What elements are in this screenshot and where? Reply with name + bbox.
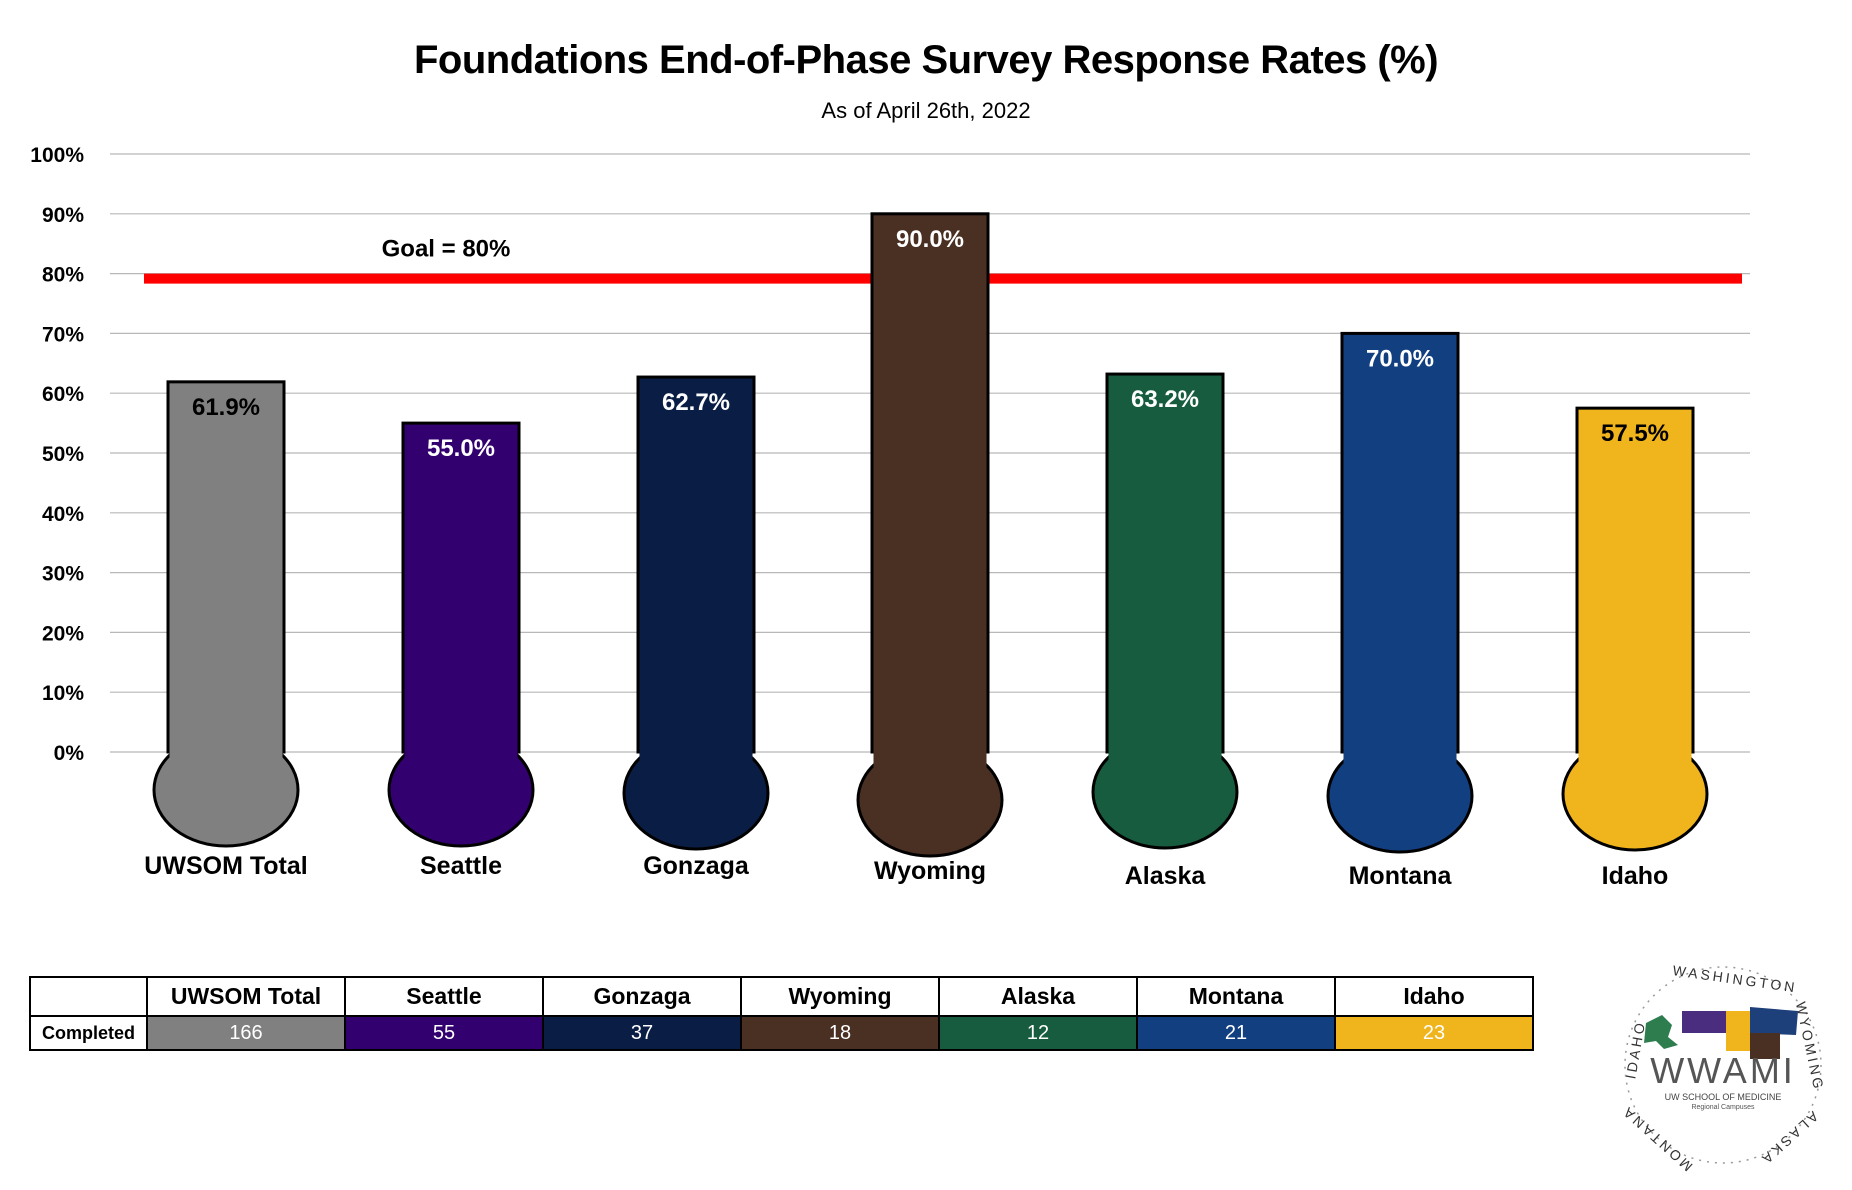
bar-neck-0 [169, 746, 283, 768]
category-label-5: Montana [1349, 862, 1453, 890]
value-label-4: 63.2% [1131, 386, 1199, 413]
value-label-3: 90.0% [896, 226, 964, 253]
table-value-montana: 21 [1136, 1015, 1336, 1051]
value-label-0: 61.9% [192, 394, 260, 421]
bar-neck-3 [873, 746, 987, 768]
table-header-idaho: Idaho [1334, 976, 1534, 1017]
value-label-6: 57.5% [1601, 420, 1669, 447]
table-header-seattle: Seattle [344, 976, 544, 1017]
chart-subtitle: As of April 26th, 2022 [821, 98, 1031, 123]
category-label-0: UWSOM Total [144, 852, 307, 880]
bar-4 [1105, 372, 1225, 754]
logo-ring-icon [1624, 966, 1822, 1164]
logo-subtitle: UW SCHOOL OF MEDICINE [1665, 1092, 1782, 1102]
y-tick-label-40: 40% [42, 503, 84, 526]
logo-ring-idaho: IDAHO [1622, 1019, 1648, 1080]
y-tick-label-10: 10% [42, 682, 84, 705]
bar-1 [401, 421, 521, 754]
y-tick-label-90: 90% [42, 204, 84, 227]
table-header-alaska: Alaska [938, 976, 1138, 1017]
bar-neck-1 [404, 746, 518, 768]
wwami-logo: WWAMI UW SCHOOL OF MEDICINE Regional Cam… [1618, 962, 1828, 1175]
logo-ring-montana: MONTANA [1618, 1103, 1696, 1175]
logo-ring-alaska: ALASKA [1757, 1108, 1822, 1168]
table-row-label: Completed [29, 1015, 148, 1051]
completed-counts-table: UWSOM Total Seattle Gonzaga Wyoming Alas… [29, 976, 1534, 1051]
y-tick-label-20: 20% [42, 622, 84, 645]
category-label-2: Gonzaga [643, 852, 750, 880]
category-label-6: Idaho [1602, 862, 1669, 890]
bar-3 [870, 212, 990, 754]
logo-subtitle-2: Regional Campuses [1691, 1104, 1755, 1111]
y-tick-label-100: 100% [30, 144, 84, 167]
bar-neck-4 [1108, 746, 1222, 768]
category-label-4: Alaska [1125, 862, 1207, 890]
value-label-5: 70.0% [1366, 345, 1434, 372]
y-tick-label-70: 70% [42, 323, 84, 346]
bar-2 [636, 375, 756, 754]
table-value-seattle: 55 [344, 1015, 544, 1051]
table-value-alaska: 12 [938, 1015, 1138, 1051]
table-corner-cell [29, 976, 148, 1017]
y-tick-label-60: 60% [42, 383, 84, 406]
table-header-wyoming: Wyoming [740, 976, 940, 1017]
table-header-uwsom-total: UWSOM Total [146, 976, 346, 1017]
goal-label: Goal = 80% [382, 236, 511, 263]
bar-6 [1575, 406, 1695, 754]
logo-title: WWAMI [1650, 1050, 1796, 1091]
wwami-states-map-icon [1644, 1007, 1798, 1059]
table-value-uwsom-total: 166 [146, 1015, 346, 1051]
value-label-2: 62.7% [662, 389, 730, 416]
bar-neck-6 [1578, 746, 1692, 768]
y-tick-label-80: 80% [42, 264, 84, 287]
table-value-wyoming: 18 [740, 1015, 940, 1051]
bar-0 [166, 380, 286, 754]
y-tick-label-50: 50% [42, 443, 84, 466]
bar-neck-5 [1343, 746, 1457, 768]
table-value-gonzaga: 37 [542, 1015, 742, 1051]
chart-title: Foundations End-of-Phase Survey Response… [413, 38, 1439, 82]
bar-neck-2 [639, 746, 753, 768]
category-label-3: Wyoming [874, 857, 986, 885]
table-header-montana: Montana [1136, 976, 1336, 1017]
y-tick-label-30: 30% [42, 563, 84, 586]
value-label-1: 55.0% [427, 435, 495, 462]
logo-ring-wyoming: WYOMING [1793, 1000, 1828, 1092]
category-label-1: Seattle [420, 852, 502, 880]
bar-5 [1340, 331, 1460, 754]
y-tick-label-0: 0% [54, 742, 85, 765]
table-header-row: UWSOM Total Seattle Gonzaga Wyoming Alas… [29, 976, 1534, 1017]
table-header-gonzaga: Gonzaga [542, 976, 742, 1017]
table-value-idaho: 23 [1334, 1015, 1534, 1051]
table-completed-row: Completed 166 55 37 18 12 21 23 [29, 1015, 1534, 1051]
